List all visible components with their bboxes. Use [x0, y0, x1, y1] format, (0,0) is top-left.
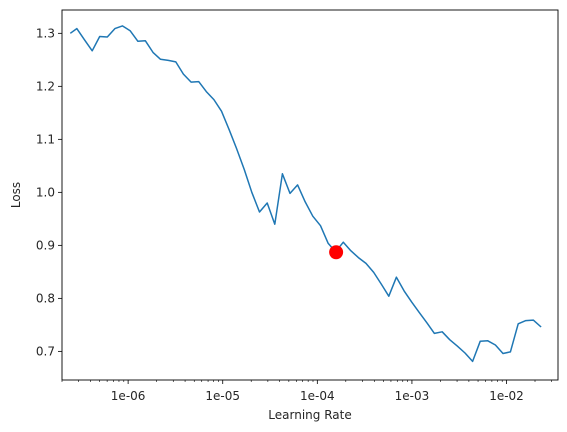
- x-tick-label: 1e-02: [489, 389, 524, 403]
- x-axis: 1e-06 1e-05 1e-04 1e-03 1e-02: [61, 380, 552, 403]
- loss-line: [69, 25, 542, 363]
- plot-frame: [61, 9, 559, 381]
- y-tick-label: 1.1: [36, 132, 55, 146]
- x-tick-label: 1e-06: [111, 389, 146, 403]
- y-axis: 0.7 0.8 0.9 1.0 1.1 1.2 1.3: [36, 26, 62, 358]
- series-group: [69, 25, 542, 363]
- y-tick-label: 0.7: [36, 344, 55, 358]
- x-tick-label: 1e-05: [205, 389, 240, 403]
- y-tick-label: 1.3: [36, 26, 55, 40]
- y-tick-label: 0.8: [36, 291, 55, 305]
- x-tick-label: 1e-03: [395, 389, 430, 403]
- x-tick-label: 1e-04: [300, 389, 335, 403]
- y-axis-label: Loss: [9, 182, 23, 208]
- suggested-lr-marker: [329, 245, 344, 260]
- y-tick-label: 0.9: [36, 238, 55, 252]
- y-tick-label: 1.2: [36, 79, 55, 93]
- x-axis-label: Learning Rate: [268, 408, 351, 422]
- y-tick-label: 1.0: [36, 185, 55, 199]
